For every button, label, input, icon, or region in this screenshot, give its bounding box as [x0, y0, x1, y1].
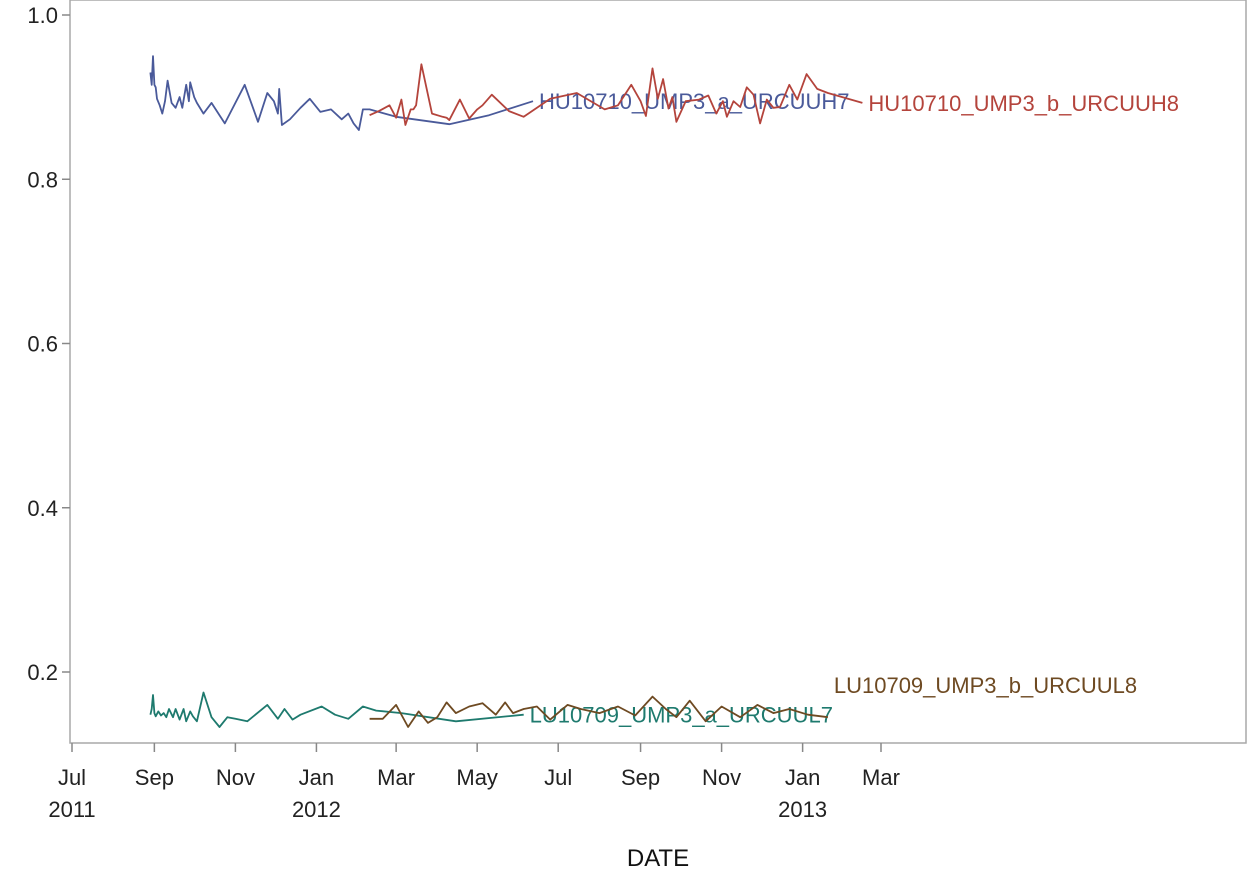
- y-tick-label: 1.0: [27, 3, 58, 28]
- plot-series: HU10710_UMP3_a_URCUUH7 HU10710_UMP3_b_URC…: [149, 55, 1179, 728]
- x-tick-label: Sep: [135, 765, 174, 790]
- plot-area-frame: [69, 0, 1247, 744]
- x-tick-year-label: 2011: [48, 797, 95, 822]
- y-tick-label: 0.6: [27, 332, 58, 357]
- y-tick-label: 0.4: [27, 496, 58, 521]
- x-axis-title: DATE: [627, 845, 689, 872]
- x-tick-year-label: 2012: [292, 797, 341, 822]
- x-tick-label: Jul: [58, 765, 86, 790]
- x-tick-label: Nov: [216, 765, 255, 790]
- x-tick-label: Nov: [702, 765, 741, 790]
- series-label: LU10709_UMP3_b_URCUUL8: [834, 673, 1137, 698]
- series-line-4: [369, 695, 829, 728]
- x-tick-label: Jan: [299, 765, 334, 790]
- y-tick-label: 0.8: [27, 167, 58, 192]
- series-line-3: [149, 691, 524, 728]
- x-tick-label: Sep: [621, 765, 660, 790]
- x-tick-label: Mar: [862, 765, 900, 790]
- series-label: HU10710_UMP3_a_URCUUH7: [539, 89, 850, 114]
- series-label: LU10709_UMP3_a_URCUUL7: [530, 703, 833, 728]
- x-tick-label: Jan: [785, 765, 820, 790]
- x-tick-label: Jul: [544, 765, 572, 790]
- y-axis: 0.2 0.4 0.6 0.8 1.0: [27, 3, 70, 685]
- series-label: HU10710_UMP3_b_URCUUH8: [868, 91, 1179, 116]
- x-tick-label: May: [456, 765, 498, 790]
- x-tick-label: Mar: [377, 765, 415, 790]
- series-line-2: [369, 63, 863, 126]
- series-line-1: [149, 55, 534, 131]
- x-axis: Jul 2011 Sep Nov Jan 2012 Mar May Jul Sep Nov Jan 20…: [48, 743, 900, 822]
- y-tick-label: 0.2: [27, 660, 58, 685]
- x-tick-year-label: 2013: [778, 797, 827, 822]
